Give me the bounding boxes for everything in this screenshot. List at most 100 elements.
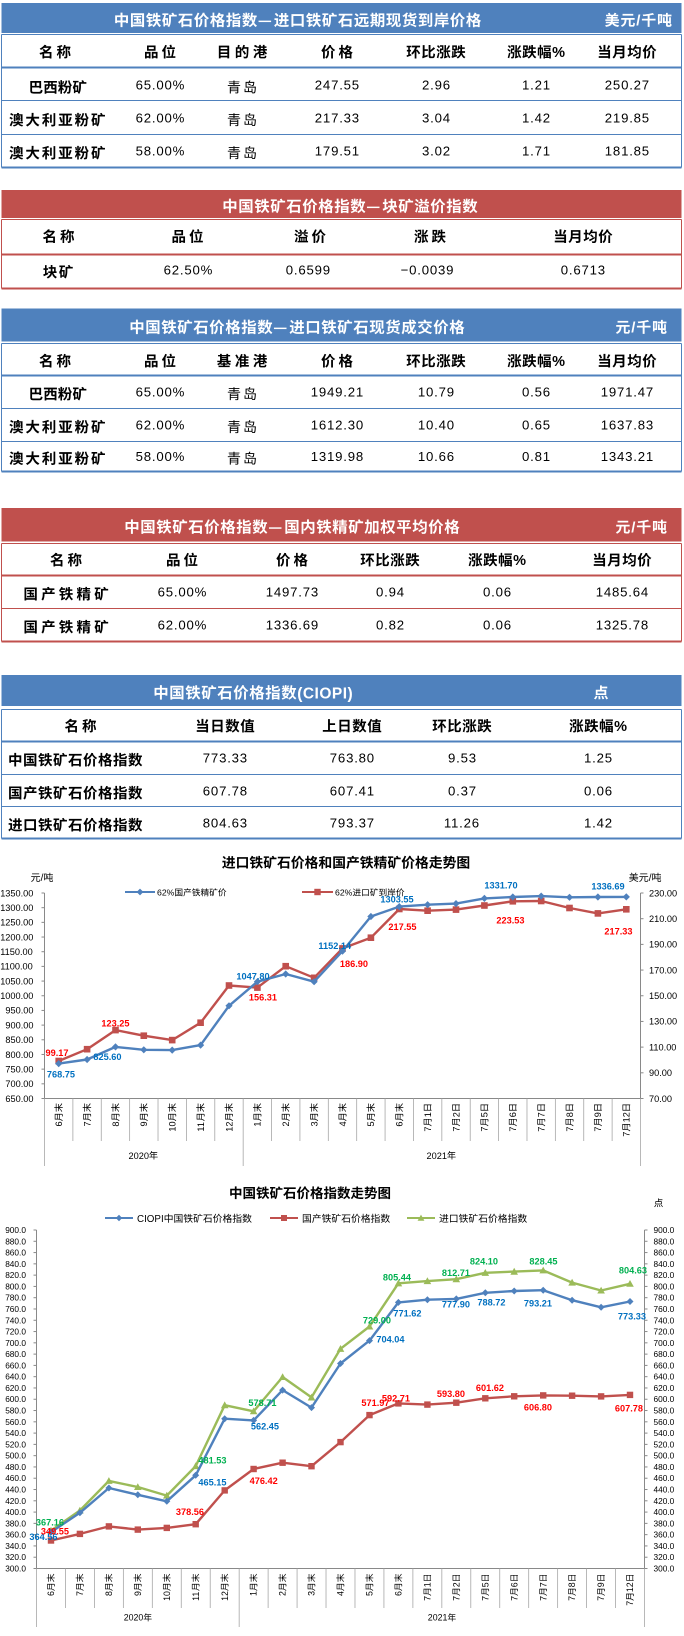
svg-text:850.00: 850.00 bbox=[5, 1035, 33, 1045]
svg-text:181.85: 181.85 bbox=[605, 143, 650, 158]
svg-text:−0.0039: −0.0039 bbox=[401, 262, 455, 277]
svg-text:2021: 2021 bbox=[427, 1151, 447, 1161]
svg-text:771.62: 771.62 bbox=[393, 1308, 421, 1318]
svg-text:210.00: 210.00 bbox=[649, 914, 677, 924]
svg-text:2021: 2021 bbox=[428, 1613, 448, 1623]
svg-text:0.06: 0.06 bbox=[584, 783, 613, 798]
svg-text:7: 7 bbox=[82, 1121, 92, 1126]
svg-text:0.06: 0.06 bbox=[483, 617, 512, 632]
svg-text:880.0: 880.0 bbox=[654, 1236, 675, 1246]
svg-text:12: 12 bbox=[220, 1591, 230, 1601]
svg-text:0.81: 0.81 bbox=[522, 449, 551, 464]
svg-text:476.42: 476.42 bbox=[250, 1476, 278, 1486]
svg-text:300.0: 300.0 bbox=[654, 1564, 675, 1574]
svg-text:1: 1 bbox=[253, 1121, 263, 1126]
svg-text:6: 6 bbox=[54, 1121, 64, 1126]
svg-text:480.0: 480.0 bbox=[654, 1462, 675, 1472]
svg-text:364.56: 364.56 bbox=[29, 1532, 57, 1542]
svg-text:2020: 2020 bbox=[124, 1613, 144, 1623]
svg-text:1497.73: 1497.73 bbox=[266, 584, 319, 599]
svg-text:380.0: 380.0 bbox=[5, 1518, 26, 1528]
svg-text:7: 7 bbox=[538, 1596, 548, 1601]
svg-text:70.00: 70.00 bbox=[649, 1094, 672, 1104]
svg-text:606.80: 606.80 bbox=[524, 1402, 552, 1412]
svg-text:2: 2 bbox=[281, 1121, 291, 1126]
svg-text:10.66: 10.66 bbox=[418, 449, 455, 464]
svg-text:520.0: 520.0 bbox=[654, 1439, 675, 1449]
svg-text:9: 9 bbox=[139, 1121, 149, 1126]
svg-text:12: 12 bbox=[625, 1582, 635, 1592]
svg-text:440.0: 440.0 bbox=[654, 1485, 675, 1495]
svg-text:860.0: 860.0 bbox=[654, 1248, 675, 1258]
svg-text:481.53: 481.53 bbox=[198, 1455, 226, 1465]
svg-text:7: 7 bbox=[596, 1596, 606, 1601]
svg-text:800.0: 800.0 bbox=[5, 1281, 26, 1291]
svg-text:2: 2 bbox=[451, 1112, 461, 1117]
svg-text:7: 7 bbox=[622, 1132, 632, 1137]
svg-text:1331.70: 1331.70 bbox=[484, 880, 517, 890]
svg-text:62.00%: 62.00% bbox=[158, 617, 208, 632]
svg-text:320.0: 320.0 bbox=[654, 1552, 675, 1562]
svg-text:12: 12 bbox=[224, 1121, 234, 1131]
svg-text:230.00: 230.00 bbox=[649, 888, 677, 898]
svg-text:880.0: 880.0 bbox=[5, 1236, 26, 1246]
svg-text:2: 2 bbox=[278, 1591, 288, 1596]
svg-text:1343.21: 1343.21 bbox=[601, 449, 654, 464]
svg-text:592.71: 592.71 bbox=[382, 1393, 410, 1403]
svg-text:804.63: 804.63 bbox=[203, 815, 248, 830]
svg-text:349.55: 349.55 bbox=[41, 1526, 69, 1536]
svg-text:1047.80: 1047.80 bbox=[236, 971, 269, 981]
svg-text:0.6599: 0.6599 bbox=[286, 262, 331, 277]
svg-text:800.0: 800.0 bbox=[654, 1281, 675, 1291]
svg-text:620.0: 620.0 bbox=[654, 1383, 675, 1393]
svg-text:9: 9 bbox=[596, 1582, 606, 1587]
svg-text:788.72: 788.72 bbox=[477, 1297, 505, 1307]
svg-text:CIOPI: CIOPI bbox=[137, 1214, 164, 1225]
svg-text:%: % bbox=[552, 354, 565, 370]
svg-text:1350.00: 1350.00 bbox=[0, 888, 33, 898]
svg-text:8: 8 bbox=[104, 1591, 114, 1596]
svg-text:378.56: 378.56 bbox=[176, 1507, 204, 1517]
svg-text:58.00%: 58.00% bbox=[136, 449, 186, 464]
svg-text:1.25: 1.25 bbox=[584, 750, 613, 765]
svg-text:62.50%: 62.50% bbox=[164, 262, 214, 277]
svg-text:8: 8 bbox=[565, 1112, 575, 1117]
svg-text:1612.30: 1612.30 bbox=[311, 417, 364, 432]
svg-text:8: 8 bbox=[111, 1121, 121, 1126]
svg-text:7: 7 bbox=[451, 1596, 461, 1601]
svg-text:0.82: 0.82 bbox=[376, 617, 405, 632]
svg-text:1325.78: 1325.78 bbox=[596, 617, 649, 632]
svg-text:9.53: 9.53 bbox=[448, 750, 477, 765]
svg-text:4: 4 bbox=[336, 1591, 346, 1596]
svg-text:540.0: 540.0 bbox=[5, 1428, 26, 1438]
svg-text:1: 1 bbox=[423, 1112, 433, 1117]
svg-text:156.31: 156.31 bbox=[249, 992, 277, 1002]
svg-text:7: 7 bbox=[565, 1126, 575, 1131]
svg-text:460.0: 460.0 bbox=[654, 1473, 675, 1483]
svg-text:62.00%: 62.00% bbox=[136, 110, 186, 125]
svg-text:/: / bbox=[41, 873, 44, 884]
svg-text:223.53: 223.53 bbox=[496, 915, 524, 925]
svg-text:950.00: 950.00 bbox=[5, 1006, 33, 1016]
svg-text:217.33: 217.33 bbox=[604, 926, 632, 936]
svg-text:1150.00: 1150.00 bbox=[0, 947, 33, 957]
svg-text:3.04: 3.04 bbox=[422, 110, 451, 125]
svg-text:1152.14: 1152.14 bbox=[318, 941, 352, 951]
svg-text:179.51: 179.51 bbox=[315, 143, 360, 158]
svg-text:190.00: 190.00 bbox=[649, 940, 677, 950]
svg-text:1319.98: 1319.98 bbox=[311, 449, 364, 464]
svg-text:7: 7 bbox=[480, 1596, 490, 1601]
svg-text:640.0: 640.0 bbox=[654, 1372, 675, 1382]
svg-text:773.33: 773.33 bbox=[203, 750, 248, 765]
svg-text:620.0: 620.0 bbox=[5, 1383, 26, 1393]
svg-text:7: 7 bbox=[625, 1601, 635, 1606]
svg-text:1971.47: 1971.47 bbox=[601, 384, 654, 399]
svg-text:1.42: 1.42 bbox=[522, 110, 551, 125]
svg-text:1050.00: 1050.00 bbox=[0, 976, 33, 986]
svg-text:6: 6 bbox=[46, 1591, 56, 1596]
svg-text:1.42: 1.42 bbox=[584, 815, 613, 830]
svg-text:11: 11 bbox=[191, 1592, 201, 1601]
svg-text:11: 11 bbox=[196, 1122, 206, 1132]
svg-text:562.45: 562.45 bbox=[251, 1421, 279, 1431]
svg-text:0.65: 0.65 bbox=[522, 417, 551, 432]
